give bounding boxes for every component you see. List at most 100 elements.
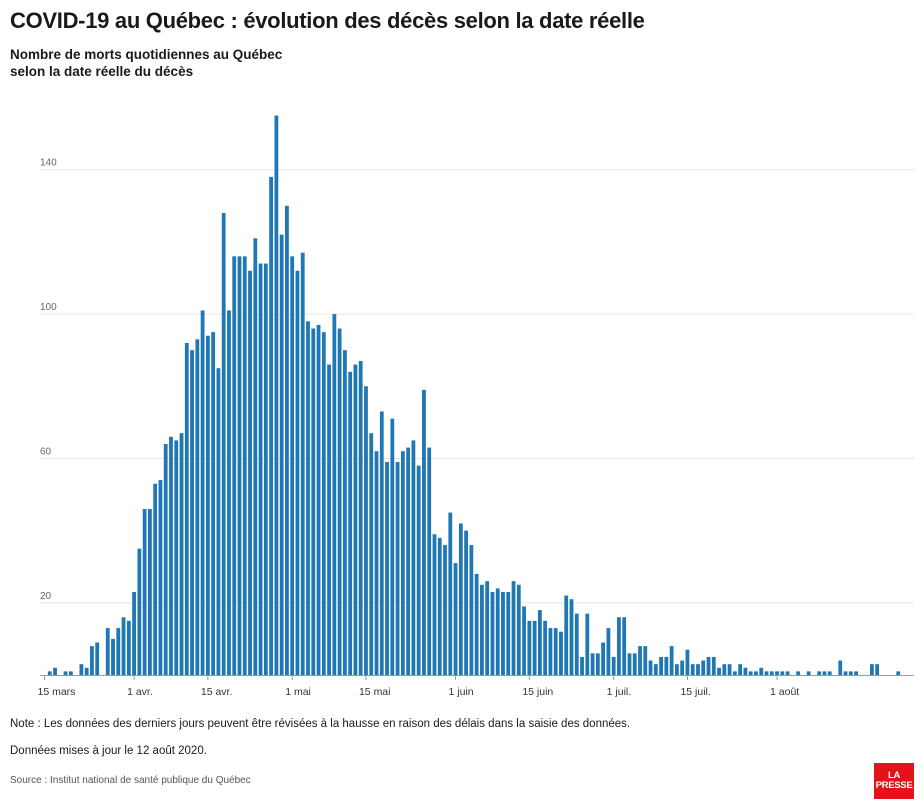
x-tick-label: 15 juil. [680,686,710,698]
bar [179,433,184,675]
bar [485,581,490,675]
la-presse-logo[interactable]: LA PRESSE [874,763,914,799]
bar [395,462,400,675]
bar [780,671,785,675]
bar [875,664,880,675]
bar [754,671,758,675]
bar [680,660,685,675]
bar [743,667,748,675]
bar [611,656,616,675]
bar [95,642,100,675]
bar [458,523,463,675]
bar [142,508,147,675]
bar [553,628,558,675]
bar [817,671,822,675]
bar [537,610,542,675]
logo-line-2: PRESSE [875,780,913,791]
bar [727,664,732,675]
bar [153,483,158,675]
x-tick-label: 1 juin [449,686,474,698]
y-tick-label: 60 [40,446,52,457]
bar [385,462,389,675]
bar [564,595,569,675]
bar [63,671,68,675]
bar [532,620,537,675]
y-tick-label: 20 [40,591,52,602]
bar [427,447,432,675]
y-tick-label: 100 [40,302,57,313]
bar [205,335,210,675]
bar [348,371,353,675]
bar [316,324,321,675]
bar [274,115,279,675]
bar [332,314,337,675]
daily-deaths-bar-chart: 20 60 100 140 15 mars 1 avr. 15 avr. 1 mai 15 ma… [38,115,914,698]
bar [469,545,474,675]
x-tick-label: 1 avr. [127,686,153,698]
bar [585,613,590,675]
bar [869,664,874,675]
x-tick-label: 15 juin [522,686,553,698]
bar [111,638,115,675]
bar [90,646,94,675]
bar [748,671,753,675]
chart-title: COVID-19 au Québec : évolution des décès… [10,8,645,33]
bar [632,653,637,675]
bar [105,628,110,675]
x-tick-label: 15 avr. [201,686,233,698]
bar [321,332,326,675]
bar [580,656,584,675]
bar [827,671,832,675]
bar [163,444,168,675]
bar [132,591,136,675]
bar [121,617,126,675]
bar [195,339,200,675]
bar [806,671,811,675]
bar [464,530,468,675]
bar [190,350,194,675]
bar [606,628,611,675]
x-tick-label: 1 juil. [607,686,632,698]
bar [374,451,379,675]
bar [258,263,263,675]
bar [480,584,484,675]
bar [595,653,600,675]
bar [601,642,606,675]
bar [342,350,347,675]
bar [158,480,163,675]
bar [659,656,663,675]
bar [653,664,658,675]
subtitle-line-1: Nombre de morts quotidiennes au Québec [10,47,283,62]
bar [443,545,447,675]
bar [643,646,648,675]
bar [279,234,284,675]
bar [759,667,764,675]
bar [622,617,627,675]
bar [53,667,57,675]
bar [848,671,853,675]
x-tick-label: 1 mai [285,686,311,698]
bar [148,508,152,675]
bar [406,447,411,675]
bar [490,591,495,675]
bar [722,664,727,675]
bar [269,176,274,675]
bar [237,256,242,675]
bar [590,653,595,675]
bar [200,310,205,675]
bar [495,588,500,675]
bar [669,646,674,675]
bar [390,418,395,675]
bar [306,321,310,675]
bar [453,563,458,675]
x-tick-label: 1 août [770,686,799,698]
bar [854,671,858,675]
source-note: Source : Institut national de santé publ… [10,775,251,786]
bar [84,667,89,675]
bar [184,342,189,675]
bar [711,656,716,675]
bar [221,213,226,675]
update-date-note: Données mises à jour le 12 août 2020. [10,745,207,757]
bar [690,664,695,675]
bar [216,368,221,675]
